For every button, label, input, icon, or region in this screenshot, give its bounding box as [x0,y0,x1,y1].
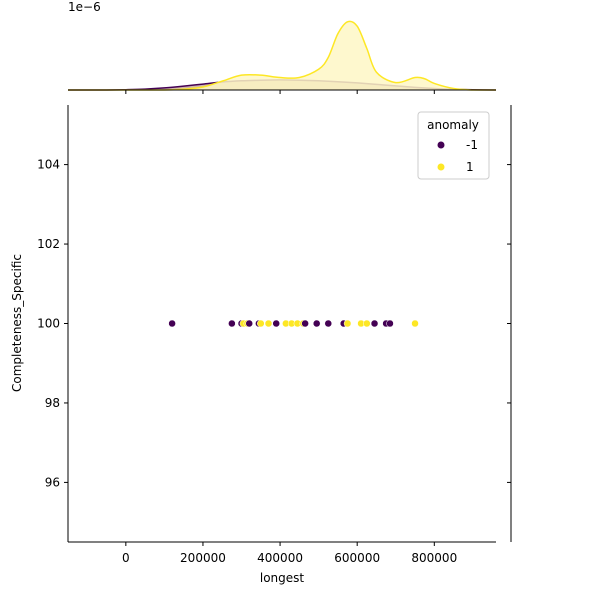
x-tick-label: 200000 [180,551,226,565]
scatter-point [301,319,309,328]
x-tick-label: 400000 [257,551,303,565]
marginal-x-panel: 1e−6 [68,0,497,94]
legend-label-pos1: 1 [466,160,474,174]
y-tick-label: 100 [37,317,60,331]
y-tick-label: 98 [45,396,60,410]
legend: anomaly -1 1 [417,111,490,180]
marginal-y-ticks [507,164,511,483]
scatter-point [411,319,419,328]
scatter-point [264,319,273,328]
marginal-x-ticks [125,90,435,94]
legend-label-neg1: -1 [466,138,478,152]
legend-frame [417,111,490,180]
x-tick-label: 800000 [411,551,457,565]
y-tick-label: 102 [37,237,60,251]
y-tick-label: 104 [37,158,60,172]
legend-title: anomaly [427,118,479,132]
x-tick-label: 600000 [334,551,380,565]
scatter-points [168,319,419,328]
legend-marker-neg1 [437,141,445,149]
y-axis-ticks: 96 98 100 102 104 [37,158,68,489]
scatter-point [324,319,333,328]
kde-line-pos1 [68,20,496,91]
marginal-kde-curves [68,20,497,91]
y-tick-label: 96 [45,475,60,489]
scatter-point [257,319,265,328]
scatter-point [168,319,176,328]
scatter-point [363,319,371,328]
scatter-point [343,319,352,328]
marginal-offset-label: 1e−6 [68,0,101,14]
scatter-point [272,319,280,328]
scatter-point [386,319,394,328]
x-tick-label: 0 [122,551,130,565]
x-axis-ticks: 0 200000 400000 600000 800000 [122,542,457,565]
legend-marker-pos1 [437,163,445,171]
scatter-point [370,319,379,328]
scatter-point [312,319,321,328]
y-axis-label: Completeness_Specific [10,254,24,392]
scatter-point [245,319,253,328]
x-axis-label: longest [260,571,305,585]
scatter-point [228,319,236,328]
main-axes: 0 200000 400000 600000 800000 9698100102104 … [10,105,512,585]
